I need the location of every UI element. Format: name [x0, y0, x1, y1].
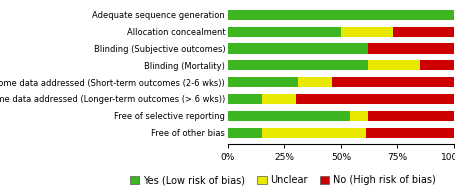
Bar [340, 27, 392, 37]
Bar [367, 111, 453, 121]
Bar [331, 77, 453, 87]
Bar [228, 77, 297, 87]
Bar [228, 111, 349, 121]
Bar [261, 94, 295, 104]
Bar [392, 27, 453, 37]
Bar [228, 94, 261, 104]
Bar [297, 77, 331, 87]
Bar [261, 128, 365, 138]
Bar [365, 128, 453, 138]
Bar [228, 43, 367, 54]
Legend: Yes (Low risk of bias), Unclear, No (High risk of bias): Yes (Low risk of bias), Unclear, No (Hig… [125, 171, 439, 189]
Bar [367, 43, 453, 54]
Bar [419, 60, 453, 70]
Bar [295, 94, 453, 104]
Bar [228, 27, 340, 37]
Bar [367, 60, 419, 70]
Bar [349, 111, 367, 121]
Bar [228, 128, 261, 138]
Bar [228, 60, 367, 70]
Bar [228, 10, 453, 20]
